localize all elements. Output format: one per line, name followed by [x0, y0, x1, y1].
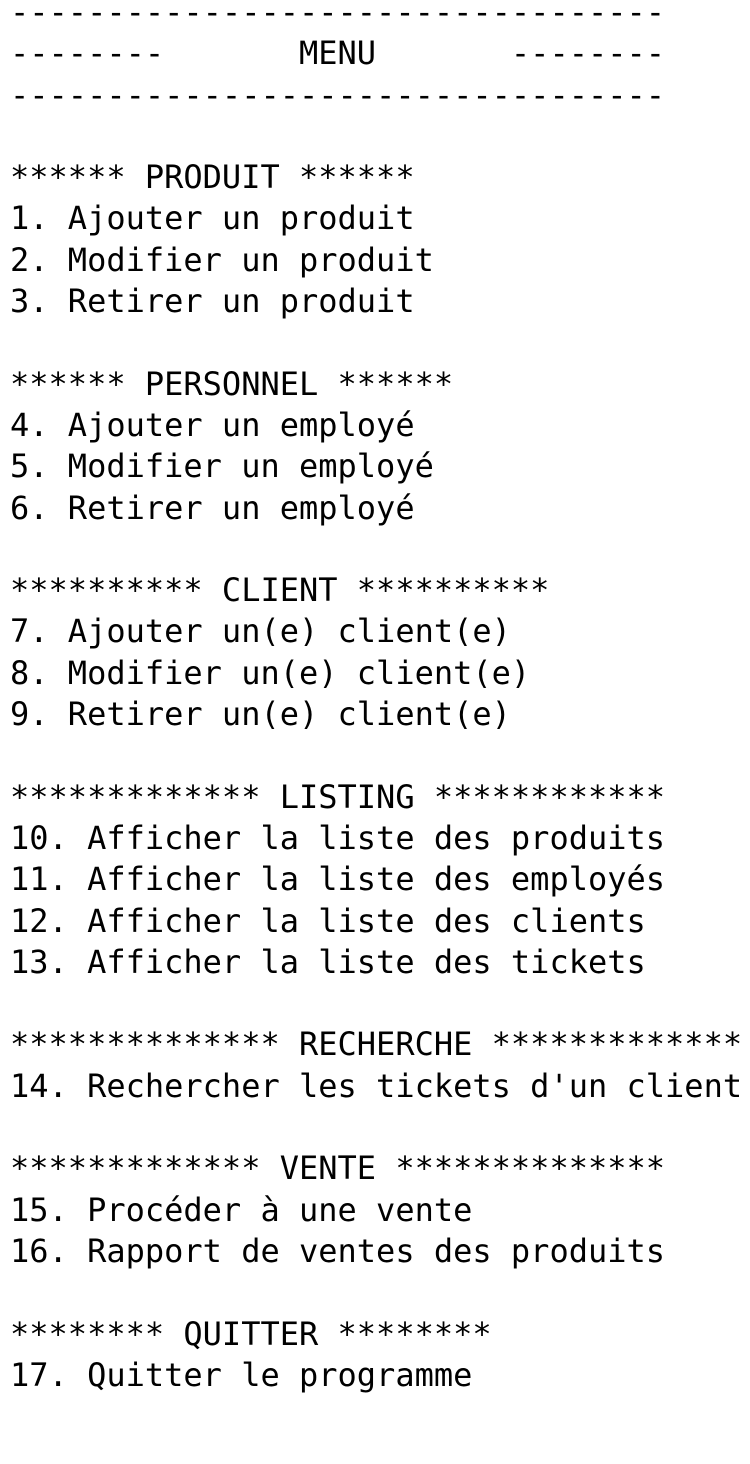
section-title: ************* LISTING ************: [10, 777, 666, 816]
menu-item: 6. Retirer un employé: [10, 488, 415, 527]
menu-item: 4. Ajouter un employé: [10, 405, 415, 444]
menu-item: 7. Ajouter un(e) client(e): [10, 612, 511, 651]
blank-line: [10, 1272, 750, 1313]
section-title: ****** PRODUIT ******: [10, 158, 415, 197]
menu-item: 15. Procéder à une vente: [10, 1190, 473, 1229]
blank-line: [10, 322, 750, 363]
rule: -----------------------------------: [10, 1437, 750, 1456]
blank-line: [10, 1107, 750, 1148]
menu-item: 9. Retirer un(e) client(e): [10, 695, 511, 734]
menu-item: 16. Rapport de ventes des produits: [10, 1231, 666, 1270]
blank-line: [10, 983, 750, 1024]
blank-line: [10, 735, 750, 776]
menu-item: 17. Quitter le programme: [10, 1355, 473, 1394]
menu-item: 1. Ajouter un produit: [10, 199, 415, 238]
menu-item: 8. Modifier un(e) client(e): [10, 653, 531, 692]
blank-line: [10, 1396, 750, 1437]
menu-item: 2. Modifier un produit: [10, 240, 434, 279]
menu-item: 12. Afficher la liste des clients: [10, 901, 646, 940]
section-title: ****** PERSONNEL ******: [10, 364, 454, 403]
menu-item: 11. Afficher la liste des employés: [10, 860, 666, 899]
rule: ----------------------------------: [10, 75, 666, 114]
rule: ----------------------------------: [10, 0, 666, 31]
section-title: ************** RECHERCHE *************: [10, 1025, 743, 1064]
section-title: ************* VENTE **************: [10, 1149, 666, 1188]
section-title: ********** CLIENT **********: [10, 571, 550, 610]
menu-title: -------- MENU --------: [10, 34, 666, 73]
menu-item: 3. Retirer un produit: [10, 282, 415, 321]
menu-item: 13. Afficher la liste des tickets: [10, 942, 646, 981]
menu-item: 10. Afficher la liste des produits: [10, 818, 666, 857]
blank-line: [10, 529, 750, 570]
menu-item: 14. Rechercher les tickets d'un client: [10, 1066, 743, 1105]
section-title: ******** QUITTER ********: [10, 1314, 492, 1353]
blank-line: [10, 116, 750, 157]
menu-item: 5. Modifier un employé: [10, 447, 434, 486]
